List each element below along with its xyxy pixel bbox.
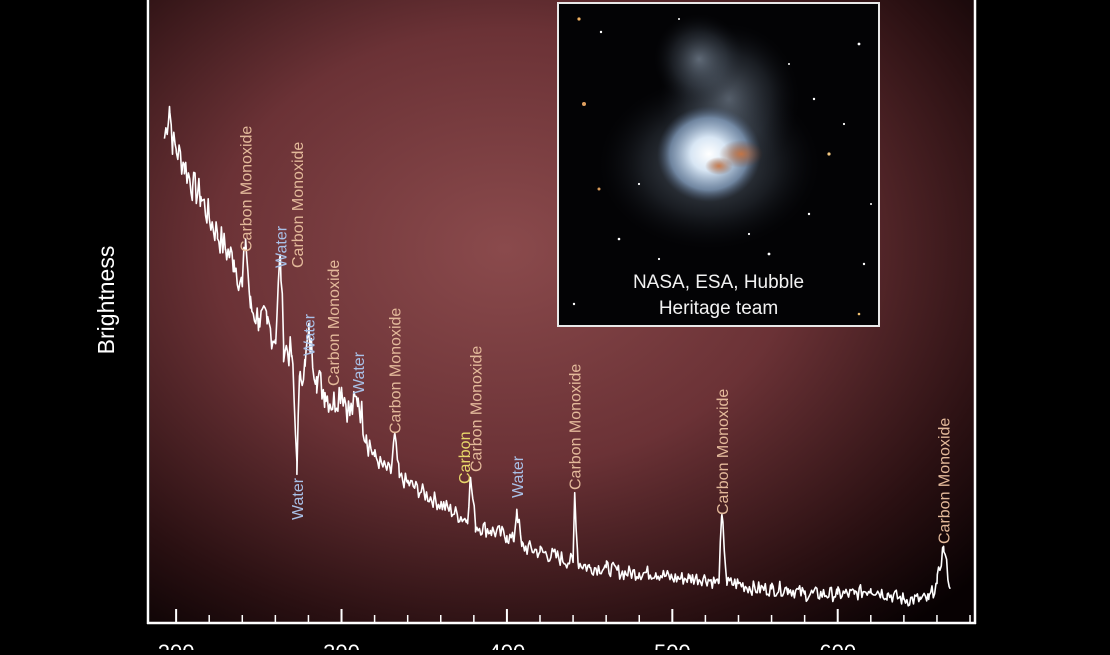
annotation-carbon-monoxide-530: Carbon Monoxide	[715, 389, 732, 515]
x-ticks	[175, 609, 971, 623]
annotation-water-273: Water	[290, 477, 307, 520]
annotation-carbon-374: Carbon	[457, 432, 474, 484]
x-tick-labels: 200 300 400 500 600	[158, 640, 856, 655]
galaxy-picture	[572, 14, 872, 316]
x-tick-label-300: 300	[323, 640, 360, 650]
annotation-water-406: Water	[510, 455, 527, 498]
x-tick-label-500: 500	[654, 640, 691, 650]
annotation-carbon-monoxide-242: Carbon Monoxide	[239, 126, 256, 252]
galaxy-inset-image: NASA, ESA, Hubble Heritage team	[557, 2, 880, 327]
spectrum-series-line	[163, 105, 951, 607]
annotation-carbon-monoxide-332: Carbon Monoxide	[387, 308, 404, 434]
x-tick-label-400: 400	[489, 640, 526, 650]
image-credit-line-2: Heritage team	[658, 298, 779, 319]
x-tick-label-200: 200	[158, 640, 195, 650]
image-credit: NASA, ESA, Hubble Heritage team	[559, 270, 878, 322]
x-tick-label-600: 600	[819, 640, 856, 650]
annotation-carbon-monoxide-664: Carbon Monoxide	[937, 418, 954, 544]
annotation-water-280: Water	[301, 313, 318, 356]
annotation-carbon-monoxide-295: Carbon Monoxide	[326, 260, 343, 386]
annotation-carbon-monoxide-441: Carbon Monoxide	[568, 364, 585, 490]
image-credit-line-1: NASA, ESA, Hubble	[632, 272, 805, 293]
annotation-carbon-monoxide-381: Carbon Monoxide	[469, 346, 486, 472]
annotation-carbon-monoxide-273: Carbon Monoxide	[290, 142, 307, 268]
y-axis-label: Brightness	[93, 246, 119, 355]
annotation-water-310: Water	[351, 351, 368, 394]
annotation-water-263: Water	[273, 225, 290, 268]
line-annotations: Carbon Monoxide Water Carbon MonoxideWater…	[239, 126, 954, 544]
